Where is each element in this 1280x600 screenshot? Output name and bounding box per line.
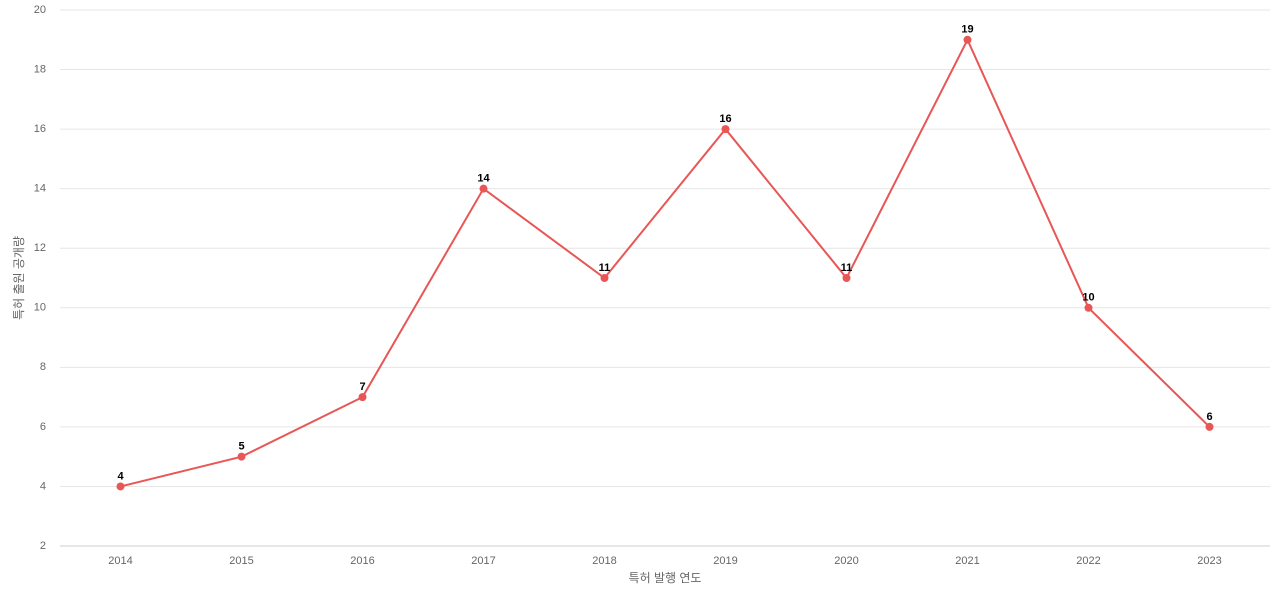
- value-label: 10: [1082, 292, 1094, 304]
- x-axis-title: 특허 발행 연도: [629, 570, 702, 585]
- x-tick-label: 2016: [350, 555, 374, 567]
- y-tick-label: 20: [34, 4, 46, 16]
- value-label: 19: [961, 24, 973, 36]
- y-axis-title: 특허 출원 공개량: [12, 236, 26, 320]
- x-tick-label: 2023: [1197, 555, 1221, 567]
- x-tick-label: 2015: [229, 555, 253, 567]
- y-tick-label: 4: [40, 480, 46, 492]
- point: [842, 274, 851, 282]
- point: [358, 393, 367, 402]
- point: [479, 184, 488, 193]
- y-tick-label: 6: [40, 421, 46, 433]
- point: [116, 482, 125, 491]
- point: [237, 452, 246, 461]
- value-label: 6: [1206, 411, 1212, 423]
- point: [721, 125, 730, 134]
- value-label: 11: [841, 262, 853, 274]
- y-tick-label: 14: [34, 183, 46, 195]
- value-label: 4: [117, 470, 124, 482]
- point: [1205, 422, 1214, 431]
- value-label: 5: [238, 441, 244, 453]
- y-tick-label: 8: [40, 361, 46, 373]
- point: [600, 274, 609, 282]
- point: [963, 35, 972, 44]
- y-tick-label: 10: [34, 302, 46, 314]
- x-tick-label: 2020: [834, 555, 858, 567]
- value-label: 11: [599, 262, 611, 274]
- x-tick-label: 2018: [592, 555, 616, 567]
- x-tick-label: 2017: [471, 555, 495, 567]
- x-tick-label: 2022: [1076, 555, 1100, 567]
- y-tick-label: 2: [40, 540, 46, 552]
- y-tick-label: 16: [34, 123, 46, 135]
- value-label: 14: [477, 173, 490, 185]
- x-tick-label: 2019: [713, 555, 737, 567]
- x-tick-label: 2014: [108, 555, 132, 567]
- value-label: 16: [719, 113, 731, 125]
- y-tick-label: 12: [34, 242, 46, 254]
- point: [1084, 303, 1093, 312]
- line: [120, 37, 1211, 488]
- x-tick-label: 2021: [955, 555, 979, 567]
- y-tick-label: 18: [34, 63, 46, 75]
- value-label: 7: [359, 381, 365, 393]
